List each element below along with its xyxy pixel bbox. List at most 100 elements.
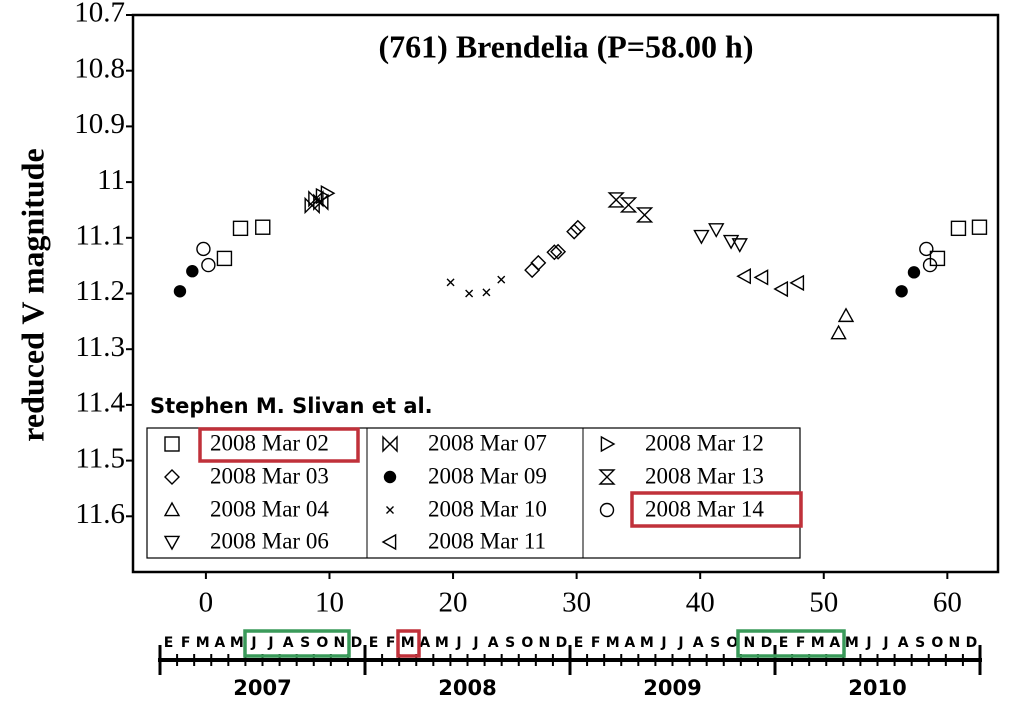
month-label: D: [761, 635, 773, 651]
month-label: A: [898, 635, 909, 651]
month-label: J: [865, 635, 871, 651]
marker: [497, 275, 506, 284]
month-label: N: [949, 635, 961, 651]
marker: [607, 192, 625, 208]
marker: [971, 219, 988, 235]
y-tick-label: 10.9: [74, 108, 125, 140]
author-annotation: Stephen M. Slivan et al.: [150, 394, 433, 418]
legend-label: 2008 Mar 12: [645, 430, 764, 455]
marker: [164, 469, 180, 485]
marker: [465, 289, 474, 298]
legend: 2008 Mar 02 2008 Mar 03 2008 Mar 04 2008 Ma…: [163, 430, 764, 553]
month-label: J: [472, 635, 478, 651]
month-label: O: [931, 635, 943, 651]
y-tick-label: 11.5: [75, 442, 125, 474]
marker: [635, 207, 654, 223]
month-label: D: [556, 635, 568, 651]
month-label: J: [250, 635, 256, 651]
y-tick-label: 11.6: [75, 498, 125, 530]
marker: [731, 238, 748, 253]
marker: [386, 506, 394, 514]
legend-label: 2008 Mar 02: [210, 430, 329, 455]
month-label: E: [779, 635, 789, 651]
y-tick-label: 10.8: [74, 52, 125, 84]
y-axis-label: reduced V magnitude: [14, 148, 50, 441]
month-label: O: [316, 635, 328, 651]
marker: [598, 469, 616, 485]
highlight-box: [243, 629, 351, 658]
marker: [895, 285, 908, 298]
chart-title: (761) Brendelia (P=58.00 h): [379, 28, 754, 64]
highlight-box: [198, 427, 360, 463]
highlight-box: [736, 629, 846, 658]
month-label: J: [677, 635, 683, 651]
marker: [524, 262, 541, 279]
marker: [693, 229, 710, 245]
month-label: N: [744, 635, 756, 651]
month-label: E: [369, 635, 379, 651]
y-tick-label: 11.1: [75, 219, 125, 251]
legend-label: 2008 Mar 10: [428, 496, 547, 521]
y-tick-label: 11.4: [75, 387, 125, 419]
marker: [382, 435, 398, 453]
legend-label: 2008 Mar 09: [428, 463, 547, 488]
marker: [773, 280, 789, 298]
marker: [530, 254, 547, 271]
year-label: 2008: [438, 676, 496, 700]
marker: [922, 257, 938, 273]
month-label: M: [196, 635, 210, 651]
marker: [196, 241, 211, 257]
marker: [907, 266, 921, 279]
x-tick-label: 30: [562, 587, 591, 619]
legend-label: 2008 Mar 11: [428, 528, 546, 553]
month-label: S: [915, 635, 925, 651]
y-tick-label: 11: [97, 164, 125, 196]
month-label: A: [829, 635, 840, 651]
month-label: F: [386, 635, 396, 651]
month-label: F: [181, 635, 191, 651]
legend-label: 2008 Mar 06: [210, 528, 329, 553]
month-label: J: [660, 635, 666, 651]
legend-label: 2008 Mar 13: [645, 463, 764, 488]
month-label: J: [455, 635, 461, 651]
marker: [736, 268, 751, 285]
year-label: 2009: [643, 676, 701, 700]
month-label: M: [845, 635, 859, 651]
marker: [446, 278, 455, 287]
x-tick-label: 0: [199, 587, 214, 619]
marker: [837, 307, 855, 323]
y-tick-label: 10.7: [74, 0, 125, 29]
month-label: N: [334, 635, 346, 651]
month-label: M: [435, 635, 449, 651]
month-label: J: [267, 635, 273, 651]
marker: [950, 220, 967, 237]
x-tick-label: 20: [439, 587, 468, 619]
marker: [216, 250, 233, 267]
month-label: J: [882, 635, 888, 651]
marker: [566, 223, 583, 240]
marker: [163, 501, 181, 517]
month-label: F: [796, 635, 806, 651]
y-tick-label: 11.3: [75, 331, 125, 363]
month-label: E: [164, 635, 174, 651]
marker: [919, 241, 934, 257]
marker: [163, 535, 181, 551]
x-tick-label: 60: [933, 587, 962, 619]
marker: [599, 502, 615, 518]
month-label: E: [574, 635, 584, 651]
legend-label: 2008 Mar 14: [645, 496, 764, 521]
x-tick-label: 10: [315, 587, 344, 619]
month-label: O: [521, 635, 533, 651]
marker: [232, 220, 249, 237]
month-label: S: [710, 635, 720, 651]
marker: [830, 324, 847, 340]
legend-label: 2008 Mar 07: [428, 430, 547, 455]
month-label: M: [811, 635, 825, 651]
month-label: D: [966, 635, 978, 651]
year-label: 2007: [233, 676, 291, 700]
legend-label: 2008 Mar 04: [210, 496, 329, 521]
marker: [164, 436, 180, 452]
